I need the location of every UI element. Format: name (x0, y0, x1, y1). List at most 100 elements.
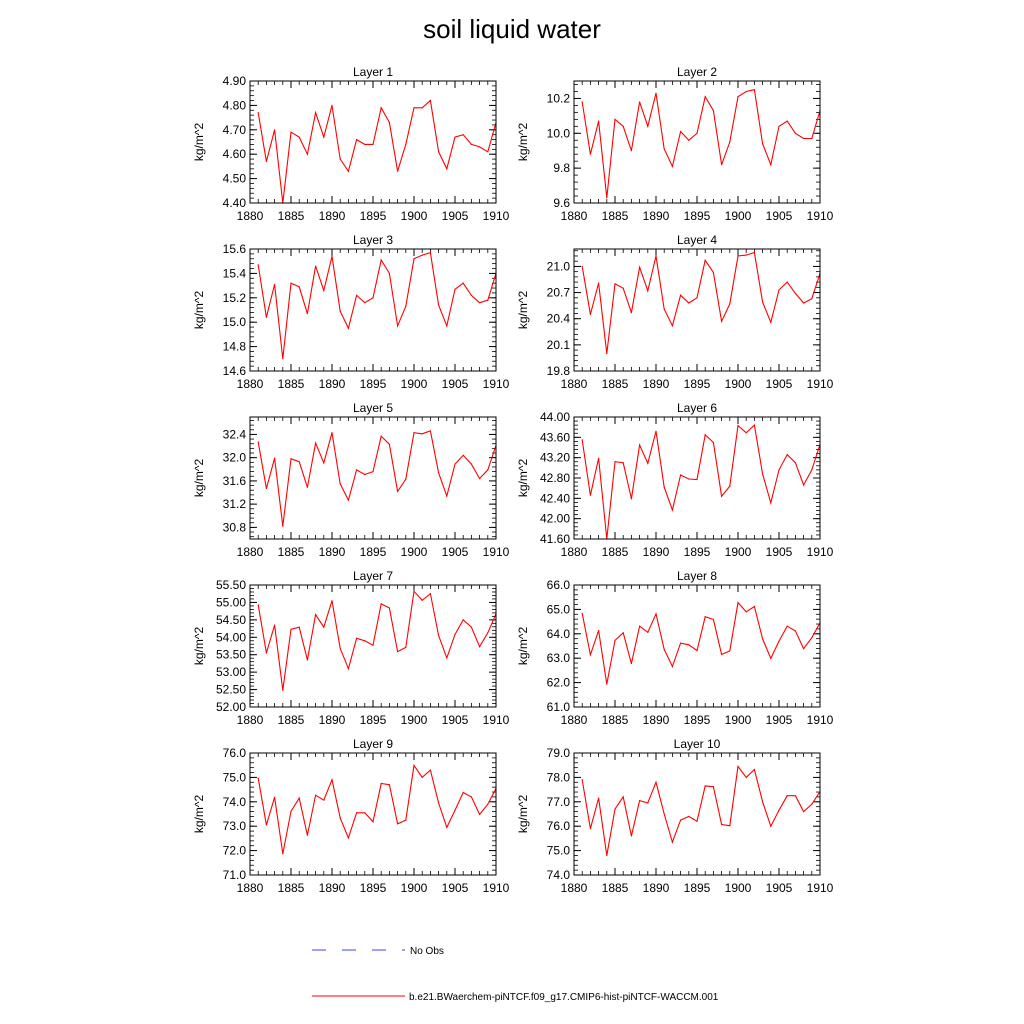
data-point (786, 454, 788, 456)
y-tick-label: 65.0 (547, 602, 571, 616)
legend-model-label: b.e21.BWaerchem-piNTCF.f09_g17.CMIP6-his… (409, 992, 719, 1003)
x-tick-label: 1885 (278, 209, 305, 223)
data-point (663, 148, 665, 150)
data-point (470, 463, 472, 465)
data-point (778, 809, 780, 811)
x-tick-label: 1900 (725, 377, 752, 391)
data-point (479, 477, 481, 480)
data-point (630, 498, 633, 500)
panel-8: Layer 8 61.0 62.0 63.0 64.0 65.0 66.0 1880 1885 1… (516, 569, 834, 727)
x-tick-label: 1885 (602, 713, 629, 727)
panel-3: Layer 3 14.6 14.8 15.0 15.2 15.4 15.6 1880 1885 1… (192, 233, 510, 391)
data-point (339, 647, 341, 650)
x-tick-label: 1885 (602, 209, 629, 223)
data-point (306, 153, 308, 155)
x-tick-label: 1880 (561, 377, 588, 391)
y-tick-label: 4.80 (223, 98, 247, 112)
data-point (770, 657, 772, 660)
data-point (721, 653, 723, 656)
data-point (762, 801, 764, 803)
data-point (274, 129, 276, 131)
data-point (487, 151, 489, 153)
x-tick-label: 1910 (807, 377, 834, 391)
x-tick-label: 1880 (237, 377, 264, 391)
x-tick-label: 1900 (401, 881, 428, 895)
data-point (753, 605, 756, 608)
x-tick-label: 1910 (807, 881, 834, 895)
data-point (397, 170, 399, 172)
data-point (745, 432, 747, 434)
data-point (622, 125, 624, 127)
data-point (479, 813, 481, 816)
data-point (803, 137, 805, 140)
y-tick-label: 19.8 (547, 364, 571, 378)
panel-7: Layer 7 52.00 52.50 53.00 53.50 54.00 54.50 55.… (192, 569, 510, 727)
x-tick-label: 1900 (725, 209, 752, 223)
data-point (704, 434, 706, 436)
x-tick-label: 1895 (360, 881, 387, 895)
series-line (257, 99, 497, 204)
data-point (606, 352, 608, 355)
data-point (397, 490, 399, 492)
data-point (655, 92, 657, 94)
y-tick-label: 44.00 (540, 410, 570, 424)
x-tick-label: 1905 (766, 881, 793, 895)
data-point (356, 294, 358, 296)
y-tick-label: 15.6 (223, 242, 247, 256)
data-point (405, 478, 407, 480)
data-point (753, 251, 756, 254)
data-point (737, 765, 739, 768)
data-point (745, 776, 747, 779)
data-point (647, 290, 649, 292)
data-point (606, 854, 608, 857)
data-point (639, 625, 641, 627)
data-point (803, 648, 805, 650)
data-point (745, 611, 747, 613)
y-tick-label: 30.8 (223, 520, 247, 534)
data-point (704, 259, 706, 261)
data-point (803, 810, 805, 813)
x-tick-label: 1880 (237, 713, 264, 727)
data-point (339, 483, 341, 485)
data-point (639, 444, 641, 446)
y-tick-label: 4.40 (223, 196, 247, 210)
data-point (257, 777, 259, 779)
data-point (622, 632, 624, 634)
data-point (331, 432, 333, 434)
data-point (753, 89, 756, 91)
data-point (696, 650, 698, 652)
data-point (265, 316, 267, 318)
data-point (622, 287, 624, 289)
x-tick-label: 1905 (442, 209, 469, 223)
data-point (290, 810, 292, 812)
data-point (614, 283, 616, 285)
data-point (372, 143, 374, 146)
panel-title: Layer 9 (353, 737, 393, 751)
data-point (364, 812, 366, 814)
y-tick-label: 20.1 (547, 338, 571, 352)
x-tick-label: 1910 (483, 209, 510, 223)
data-point (762, 301, 764, 303)
plot-frame (573, 416, 821, 540)
data-point (655, 255, 657, 257)
data-point (429, 252, 431, 254)
y-tick-label: 20.7 (547, 286, 571, 300)
data-point (380, 435, 382, 437)
data-point (606, 683, 608, 685)
y-tick-label: 72.0 (223, 844, 247, 858)
data-point (680, 130, 682, 133)
panel-9: Layer 9 71.0 72.0 73.0 74.0 75.0 76.0 1880 1885 1… (192, 737, 510, 895)
data-point (745, 254, 747, 256)
data-point (680, 474, 682, 476)
data-point (688, 302, 690, 304)
y-tick-label: 43.60 (540, 430, 570, 444)
x-tick-label: 1880 (561, 881, 588, 895)
series-line (581, 89, 821, 198)
data-point (622, 796, 624, 798)
data-point (589, 153, 592, 155)
data-point (347, 668, 349, 670)
data-point (589, 828, 592, 830)
data-point (347, 837, 349, 839)
data-point (380, 782, 382, 785)
data-point (290, 628, 292, 630)
